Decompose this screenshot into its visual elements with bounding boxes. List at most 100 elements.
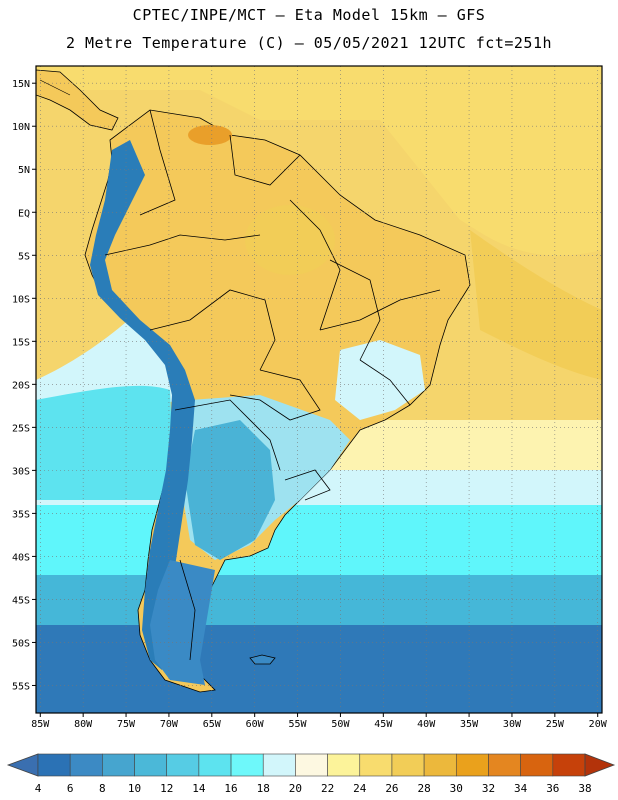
colorbar-segment [423,753,457,777]
colorbar-label: 10 [128,782,141,795]
colorbar-label: 6 [67,782,74,795]
lon-label: 20W [589,719,608,730]
colorbar-segment [37,753,71,777]
lon-label: 55W [289,719,308,730]
lon-label: 35W [460,719,479,730]
ocean-temperate-band [36,505,602,585]
colorbar-label: 38 [578,782,591,795]
lon-label: 50W [331,719,350,730]
colorbar-segment [69,753,103,777]
colorbar-label: 32 [482,782,495,795]
paraguay-border [229,369,321,421]
argentina-north-border [174,399,281,471]
brazil-states-border-4 [359,359,411,406]
bolivia-border [149,289,276,371]
andes-cold-strip [90,140,195,670]
colorbar: 4 6 8 10 12 14 16 18 20 22 24 26 28 30 32 34 36 38 [6,753,616,795]
lat-label: 25S [12,423,30,434]
colorbar-segment [327,753,361,777]
colorbar-segment [102,753,135,777]
colorbar-label: 8 [99,782,106,795]
lon-label: 80W [74,719,93,730]
lat-label: 55S [12,681,30,692]
lat-label: 15N [12,79,30,90]
colorbar-segment [198,753,232,777]
venezuela-hot-spot [188,125,232,145]
lat-label: 45S [12,595,30,606]
chile-argentina-border [179,559,196,661]
brazil-states-border-3 [289,199,341,331]
lon-label: 40W [417,719,436,730]
colorbar-segment [230,753,264,777]
colorbar-label: 4 [35,782,42,795]
colorbar-label: 26 [385,782,398,795]
colorbar-segment [166,753,200,777]
argentina-cool [185,420,275,560]
central-america-land [36,69,119,131]
title-line-1: CPTEC/INPE/MCT – Eta Model 15km – GFS [132,6,486,24]
lat-label: 10N [12,122,30,133]
uruguay-border [284,469,331,501]
colorbar-segment [552,753,586,777]
temperature-field [36,66,602,713]
pacific-cyan-tongue [36,385,175,500]
latitude-labels: 15N 10N 5N EQ 5S 10S 15S 20S 25S 30S 35S 40S 45S 50S 5… [12,79,30,692]
colorbar-low-arrow [6,753,39,777]
atlantic-warm-band [470,230,602,380]
brazil-states-border-1 [319,289,441,331]
lat-label: 40S [12,552,30,563]
lat-label: 20S [12,380,30,391]
axis-ticks [32,82,599,717]
peru-brazil-border [104,234,261,256]
colorbar-segment [262,753,296,777]
colorbar-segment [295,753,328,777]
central-america-border [39,79,71,96]
lon-label: 45W [374,719,393,730]
colorbar-label: 30 [450,782,463,795]
lat-label: 50S [12,638,30,649]
colorbar-segment [520,753,554,777]
lat-label: 30S [12,466,30,477]
colorbar-segment [455,753,489,777]
colorbar-label: 20 [289,782,302,795]
colorbar-label: 28 [417,782,430,795]
colorbar-label: 22 [321,782,334,795]
colorbar-label: 34 [514,782,528,795]
lat-label: 5S [18,251,30,262]
lat-label: EQ [18,208,30,219]
colorbar-label: 12 [160,782,173,795]
colorbar-segment [134,753,168,777]
colorbar-segment [391,753,425,777]
lon-label: 60W [246,719,265,730]
colombia-border [139,109,176,216]
lat-label: 15S [12,337,30,348]
venezuela-guyana-border [229,134,301,186]
colorbar-high-arrow [584,753,616,777]
map-frame [35,65,603,714]
colorbar-label: 14 [192,782,206,795]
southeast-brazil-mild [335,340,425,420]
ocean-cold-band [36,625,602,713]
country-borders [104,109,441,661]
falkland-islands [249,654,276,665]
colorbar-label: 24 [353,782,367,795]
lat-label: 5N [18,165,30,176]
brazil-states-border-2 [329,259,381,361]
patagonia-cold [150,560,215,685]
lon-label: 65W [203,719,222,730]
colorbar-label: 36 [546,782,559,795]
colorbar-segment [488,753,521,777]
title-line-2: 2 Metre Temperature (C) – 05/05/2021 12U… [65,34,553,52]
colorbar-label: 18 [257,782,270,795]
colorbar-label: 16 [224,782,237,795]
longitude-labels: 85W 80W 75W 70W 65W 60W 55W 50W 45W 40W 35W 30W 25W 2… [31,719,607,730]
lon-label: 70W [160,719,179,730]
lon-label: 75W [117,719,136,730]
lon-label: 25W [546,719,565,730]
lat-label: 10S [12,294,30,305]
tropical-warm-band [36,66,602,256]
colorbar-segment [359,753,393,777]
lon-label: 30W [503,719,522,730]
amazon-warm-area [245,205,335,275]
lon-label: 85W [31,719,50,730]
